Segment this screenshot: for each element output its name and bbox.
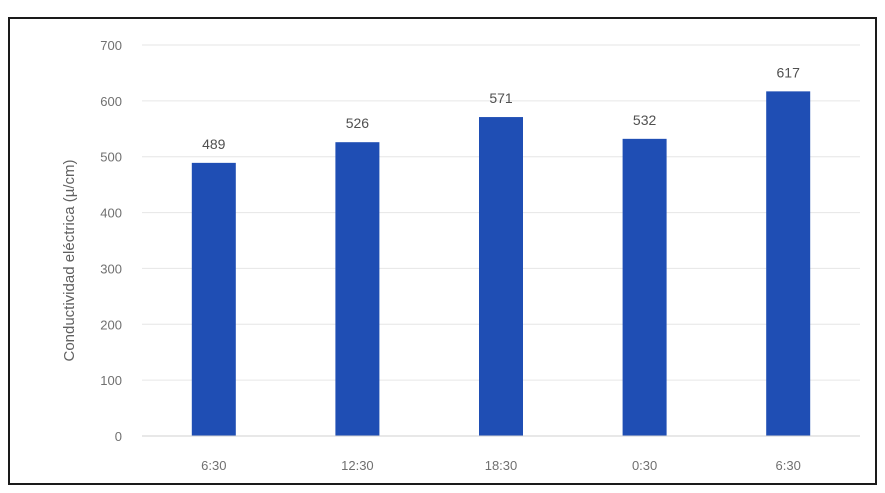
y-axis-ticks: 0 100 200 300 400 500 600 700 (100, 38, 122, 444)
y-tick-label: 500 (100, 150, 122, 165)
y-tick-label: 100 (100, 373, 122, 388)
bar (479, 117, 523, 436)
chart-frame: 489 526 571 532 617 0 100 200 300 400 500 600 700 6… (8, 17, 877, 485)
y-tick-label: 200 (100, 317, 122, 332)
bars (191, 91, 811, 437)
data-label: 571 (489, 90, 513, 106)
x-tick-label: 12:30 (341, 458, 374, 473)
y-tick-label: 700 (100, 38, 122, 53)
y-axis-title: Conductividad eléctrica (µ/cm) (61, 159, 78, 361)
y-tick-label: 600 (100, 94, 122, 109)
x-tick-label: 18:30 (485, 458, 518, 473)
data-labels: 489 526 571 532 617 (202, 64, 800, 151)
x-tick-label: 6:30 (201, 458, 226, 473)
data-label: 489 (202, 136, 226, 152)
y-tick-label: 300 (100, 261, 122, 276)
data-label: 526 (346, 115, 370, 131)
bar (766, 91, 811, 437)
bar (191, 162, 236, 436)
bar (335, 142, 380, 436)
y-tick-label: 400 (100, 206, 122, 221)
x-tick-label: 0:30 (632, 458, 657, 473)
bar-chart: 489 526 571 532 617 0 100 200 300 400 500 600 700 6… (61, 38, 860, 473)
x-axis-ticks: 6:30 12:30 18:30 0:30 6:30 (201, 458, 801, 473)
y-tick-label: 0 (115, 429, 122, 444)
data-label: 532 (633, 112, 657, 128)
data-label: 617 (777, 64, 801, 80)
bar (622, 138, 667, 436)
x-tick-label: 6:30 (776, 458, 801, 473)
